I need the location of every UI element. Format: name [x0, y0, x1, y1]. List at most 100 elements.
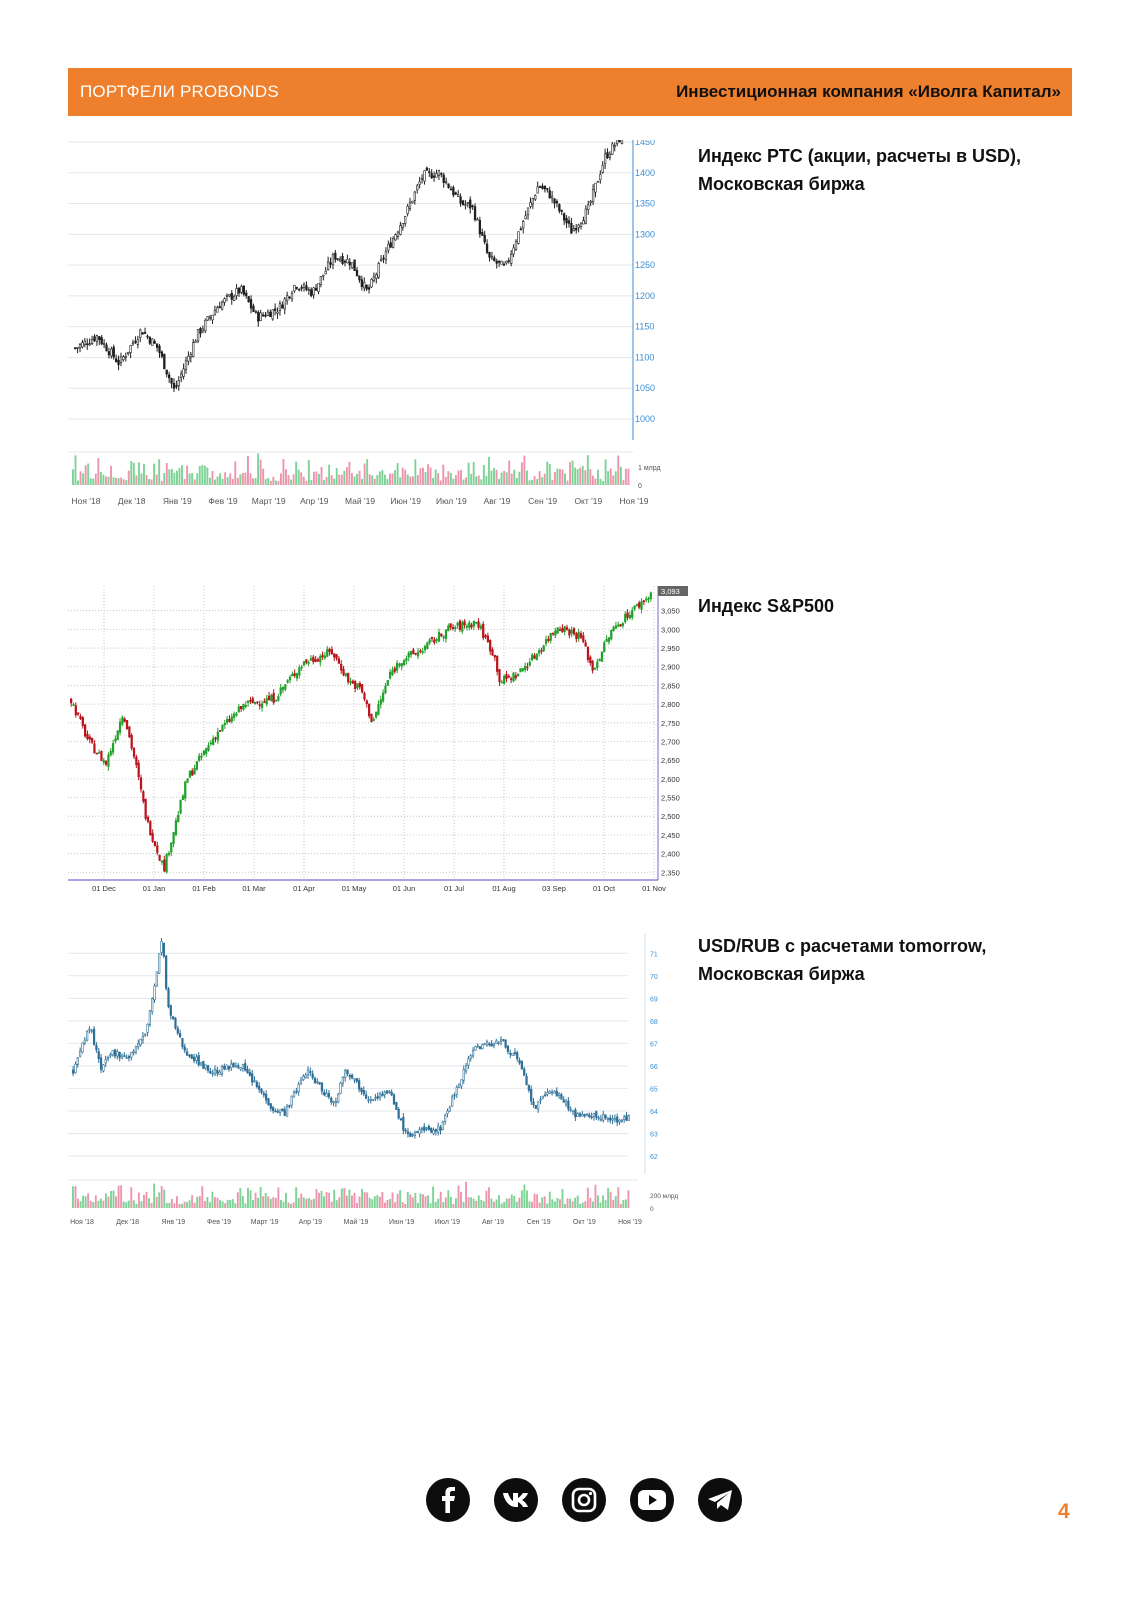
candle-body: [392, 1094, 396, 1105]
instagram-icon[interactable]: [562, 1478, 606, 1522]
usdrub-chart: 71 70 69 68 67 66 65 64 63 62 200 млрд 0 Ноя '18 Дек …: [68, 934, 678, 1226]
volume-bar: [163, 473, 166, 485]
x-tick-label: Ноя '19: [620, 496, 649, 506]
volume-bar: [305, 480, 308, 485]
volume-bar: [551, 479, 554, 485]
volume-bar: [216, 1197, 219, 1208]
candle-body: [579, 222, 583, 228]
candle-body: [201, 328, 205, 332]
volume-bar: [533, 1193, 536, 1208]
volume-bar: [196, 473, 199, 485]
candle-body: [331, 254, 335, 266]
volume-bar: [389, 1198, 391, 1208]
candle-body: [337, 1093, 340, 1103]
candle-body: [541, 1095, 544, 1099]
volume-bar: [115, 478, 118, 485]
volume-bar: [493, 467, 495, 485]
x-tick-label: Июл '19: [436, 496, 467, 506]
candle-body: [102, 760, 105, 763]
volume-bar: [383, 1202, 386, 1208]
candle-body: [165, 853, 168, 873]
volume-bar: [376, 1195, 379, 1208]
candle-body: [492, 1044, 496, 1047]
candle-body: [334, 1101, 338, 1104]
volume-bar: [175, 1196, 178, 1208]
volume-bar: [495, 469, 498, 485]
candle-body: [471, 1050, 475, 1057]
volume-bar: [196, 1196, 199, 1208]
volume-bar: [236, 477, 239, 485]
volume-bar: [79, 471, 82, 485]
volume-bar: [226, 1199, 229, 1208]
volume-bar: [597, 1195, 599, 1208]
volume-bar: [282, 459, 285, 485]
candle-body: [457, 1083, 461, 1088]
vk-icon[interactable]: [494, 1478, 538, 1522]
candle-body: [184, 360, 188, 370]
candle-body: [99, 1057, 103, 1070]
volume-bar: [112, 477, 115, 485]
volume-bar: [546, 1203, 549, 1208]
volume-bar: [586, 455, 589, 485]
candle-body: [432, 1129, 435, 1135]
candle-body: [411, 1134, 414, 1136]
volume-bar: [389, 473, 391, 485]
candle-body: [370, 279, 373, 288]
candle-body: [123, 718, 126, 722]
candle-body: [187, 355, 190, 362]
candle-body: [625, 1115, 628, 1121]
candle-body: [235, 713, 238, 716]
candle-body: [276, 311, 279, 314]
candle-body: [556, 627, 559, 634]
facebook-icon[interactable]: [426, 1478, 470, 1522]
volume-bar: [143, 1194, 145, 1208]
candle-body: [233, 296, 236, 301]
candle-body: [420, 177, 424, 180]
candle-body: [281, 686, 285, 691]
candle-body: [146, 335, 149, 338]
header-section-title: ПОРТФЕЛИ PROBONDS: [80, 82, 279, 101]
candle-body: [449, 188, 453, 191]
volume-bar: [452, 478, 455, 485]
candle-body: [561, 627, 564, 633]
candle-body: [379, 699, 382, 705]
volume-bar: [333, 1189, 336, 1208]
volume-bar: [366, 1192, 369, 1208]
candle-body: [209, 742, 212, 745]
telegram-icon[interactable]: [698, 1478, 742, 1522]
candle-body: [184, 781, 187, 799]
youtube-icon[interactable]: [630, 1478, 674, 1522]
volume-bar: [378, 471, 381, 485]
volume-bar: [500, 472, 503, 485]
candle-body: [553, 1091, 556, 1094]
candle-body: [616, 140, 619, 145]
candle-body: [609, 1117, 612, 1121]
volume-bar: [82, 1195, 85, 1208]
usdrub-caption-line-1: USD/RUB с расчетами tomorrow,: [698, 936, 987, 956]
volume-bar: [77, 1198, 79, 1208]
candle-body: [534, 1105, 537, 1109]
candle-body: [181, 795, 185, 800]
candle-body: [160, 351, 164, 357]
candle-body: [402, 660, 406, 666]
candle-body: [447, 625, 450, 632]
candle-body: [364, 1094, 368, 1099]
volume-bar: [206, 1197, 209, 1208]
candle-body: [307, 289, 310, 291]
candle-body: [472, 620, 476, 627]
volume-bar: [158, 1192, 161, 1208]
candle-body: [153, 341, 156, 344]
volume-bar: [394, 1202, 397, 1208]
candle-body: [511, 1052, 514, 1056]
candle-body: [589, 201, 592, 204]
rts-index-chart: 1450 1400 1350 1300 1250 1200 1150 1100 1050 1000…: [68, 140, 661, 506]
volume-bar: [320, 466, 323, 485]
candle-body: [302, 661, 306, 666]
candle-body: [151, 998, 154, 1013]
candle-body: [95, 1045, 98, 1051]
volume-bar: [614, 1196, 617, 1208]
candle-body: [298, 667, 301, 676]
volume-bar: [594, 478, 597, 485]
volume-bar: [454, 1198, 457, 1208]
y-tick-label: 1100: [635, 352, 654, 362]
